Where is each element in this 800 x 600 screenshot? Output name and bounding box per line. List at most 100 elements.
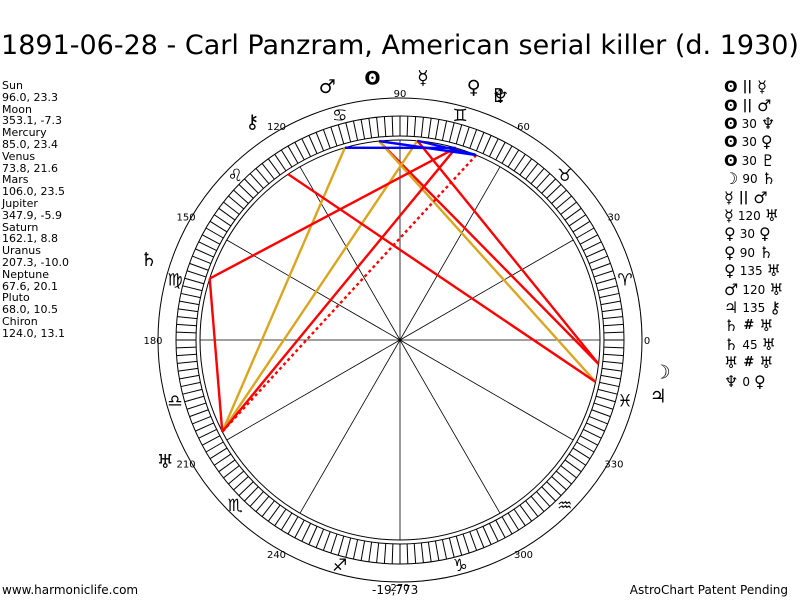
degree-tick: [255, 168, 270, 185]
degree-tick: [420, 542, 424, 563]
planet-name: Mercury: [2, 126, 47, 140]
degree-tick: [568, 214, 586, 227]
aspect-degree: 45: [742, 337, 758, 352]
degree-tick: [322, 129, 331, 149]
planet-coords: 96.0, 23.3: [2, 90, 58, 104]
degree-tick: [186, 402, 207, 410]
degree-tick: [530, 168, 545, 185]
degree-tick: [182, 285, 203, 292]
planet-glyph: ♀: [467, 76, 481, 98]
zodiac-sign-glyph: ♋: [332, 106, 347, 126]
degree-tick: [583, 241, 602, 252]
sector-line: [226, 339, 401, 441]
degree-tick: [406, 543, 409, 564]
aspect-planet-glyph: ♄: [724, 316, 739, 336]
aspect-planet-glyph: ☽: [724, 169, 739, 189]
degree-tick: [603, 323, 624, 327]
degree-tick: [488, 523, 499, 542]
degree-tick: [308, 526, 318, 545]
planet-name: Pluto: [2, 291, 30, 305]
degree-tick: [488, 138, 499, 157]
planet-name: Saturn: [2, 220, 39, 234]
aspect-row: ♄ # ♅: [724, 316, 784, 336]
degree-tick: [322, 531, 331, 551]
degree-tick: [301, 138, 312, 157]
planet-coords: 73.8, 21.6: [2, 161, 58, 175]
aspect-row: ♄ 45 ♅: [724, 334, 784, 354]
degree-tick: [209, 447, 228, 460]
aspect-line: [221, 147, 346, 433]
sector-line: [226, 239, 401, 341]
aspect-line: [209, 146, 457, 280]
degree-tick: [434, 540, 440, 561]
degree-tick: [192, 255, 212, 265]
planet-coords: 124.0, 13.1: [2, 326, 65, 340]
degree-tick: [205, 441, 224, 453]
degree-tick: [294, 141, 305, 161]
planet-glyph: ʘ: [364, 67, 380, 89]
degree-label: 150: [177, 213, 196, 224]
degree-tick: [228, 195, 245, 210]
aspect-planet-glyph: ♀: [759, 224, 771, 244]
degree-label: 60: [517, 122, 530, 133]
degree-tick: [238, 184, 254, 199]
aspect-line: [378, 139, 477, 157]
count-label: -19,773: [372, 583, 419, 597]
aspect-planet-glyph: ☿: [724, 187, 734, 207]
degree-tick: [482, 526, 492, 545]
planet-coords: 67.6, 20.1: [2, 279, 58, 293]
degree-tick: [179, 300, 200, 306]
degree-tick: [180, 292, 201, 299]
degree-tick: [228, 470, 245, 485]
zodiac-sign-glyph: ♌: [228, 166, 243, 186]
aspect-line: [417, 139, 476, 156]
sector-line: [399, 339, 574, 441]
planet-coords: 106.0, 23.5: [2, 185, 65, 199]
degree-tick: [591, 409, 611, 418]
aspect-planet-glyph: ♄: [759, 242, 774, 262]
degree-tick: [551, 189, 567, 204]
aspect-row: ʘ || ♂: [724, 95, 784, 115]
sector-line: [399, 339, 501, 514]
degree-tick: [586, 248, 605, 258]
aspect-planet-glyph: ♂: [757, 95, 772, 115]
aspect-row: ʘ 30 ♀: [724, 132, 784, 152]
planet-coords: 207.3, -10.0: [2, 255, 69, 269]
degree-tick: [368, 118, 373, 139]
aspect-row: ♂ 120 ♅: [724, 280, 784, 299]
aspect-planet-glyph: ʘ: [724, 132, 738, 152]
degree-tick: [513, 508, 526, 526]
aspect-planet-glyph: ♆: [724, 371, 739, 391]
degree-tick: [588, 255, 608, 265]
zodiac-sign-glyph: ♍: [167, 271, 182, 291]
degree-tick: [383, 116, 387, 137]
degree-tick: [564, 459, 582, 473]
degree-tick: [244, 486, 259, 502]
aspect-planet-glyph: ♇: [760, 150, 776, 170]
degree-tick: [337, 535, 345, 556]
degree-tick: [280, 149, 293, 168]
aspect-degree: 135: [742, 300, 766, 315]
degree-tick: [180, 381, 201, 388]
degree-tick: [345, 122, 352, 143]
aspect-planet-glyph: ♄: [761, 169, 776, 189]
degree-tick: [603, 353, 624, 357]
planet-position-list: Sun 96.0, 23.3 Moon 353.1, -7.3 Mercury 85.0,…: [2, 80, 69, 340]
aspect-planet-glyph: ♂: [753, 187, 768, 207]
degree-tick: [233, 476, 249, 491]
aspect-planet-glyph: ♄: [724, 334, 739, 354]
planet-name: Uranus: [2, 244, 41, 258]
degree-tick: [583, 428, 602, 439]
degree-tick: [595, 277, 616, 285]
degree-label: 210: [177, 460, 196, 471]
aspect-symbol: #: [743, 355, 755, 371]
degree-tick: [536, 173, 551, 189]
zodiac-sign-glyph: ♏: [228, 496, 243, 516]
degree-tick: [376, 117, 380, 138]
aspect-row: ♀ 30 ♀: [724, 224, 784, 244]
degree-tick: [475, 528, 485, 548]
aspect-degree: 30: [741, 117, 757, 132]
degree-tick: [184, 277, 205, 285]
degree-tick: [462, 126, 470, 147]
degree-label: 120: [267, 122, 286, 133]
